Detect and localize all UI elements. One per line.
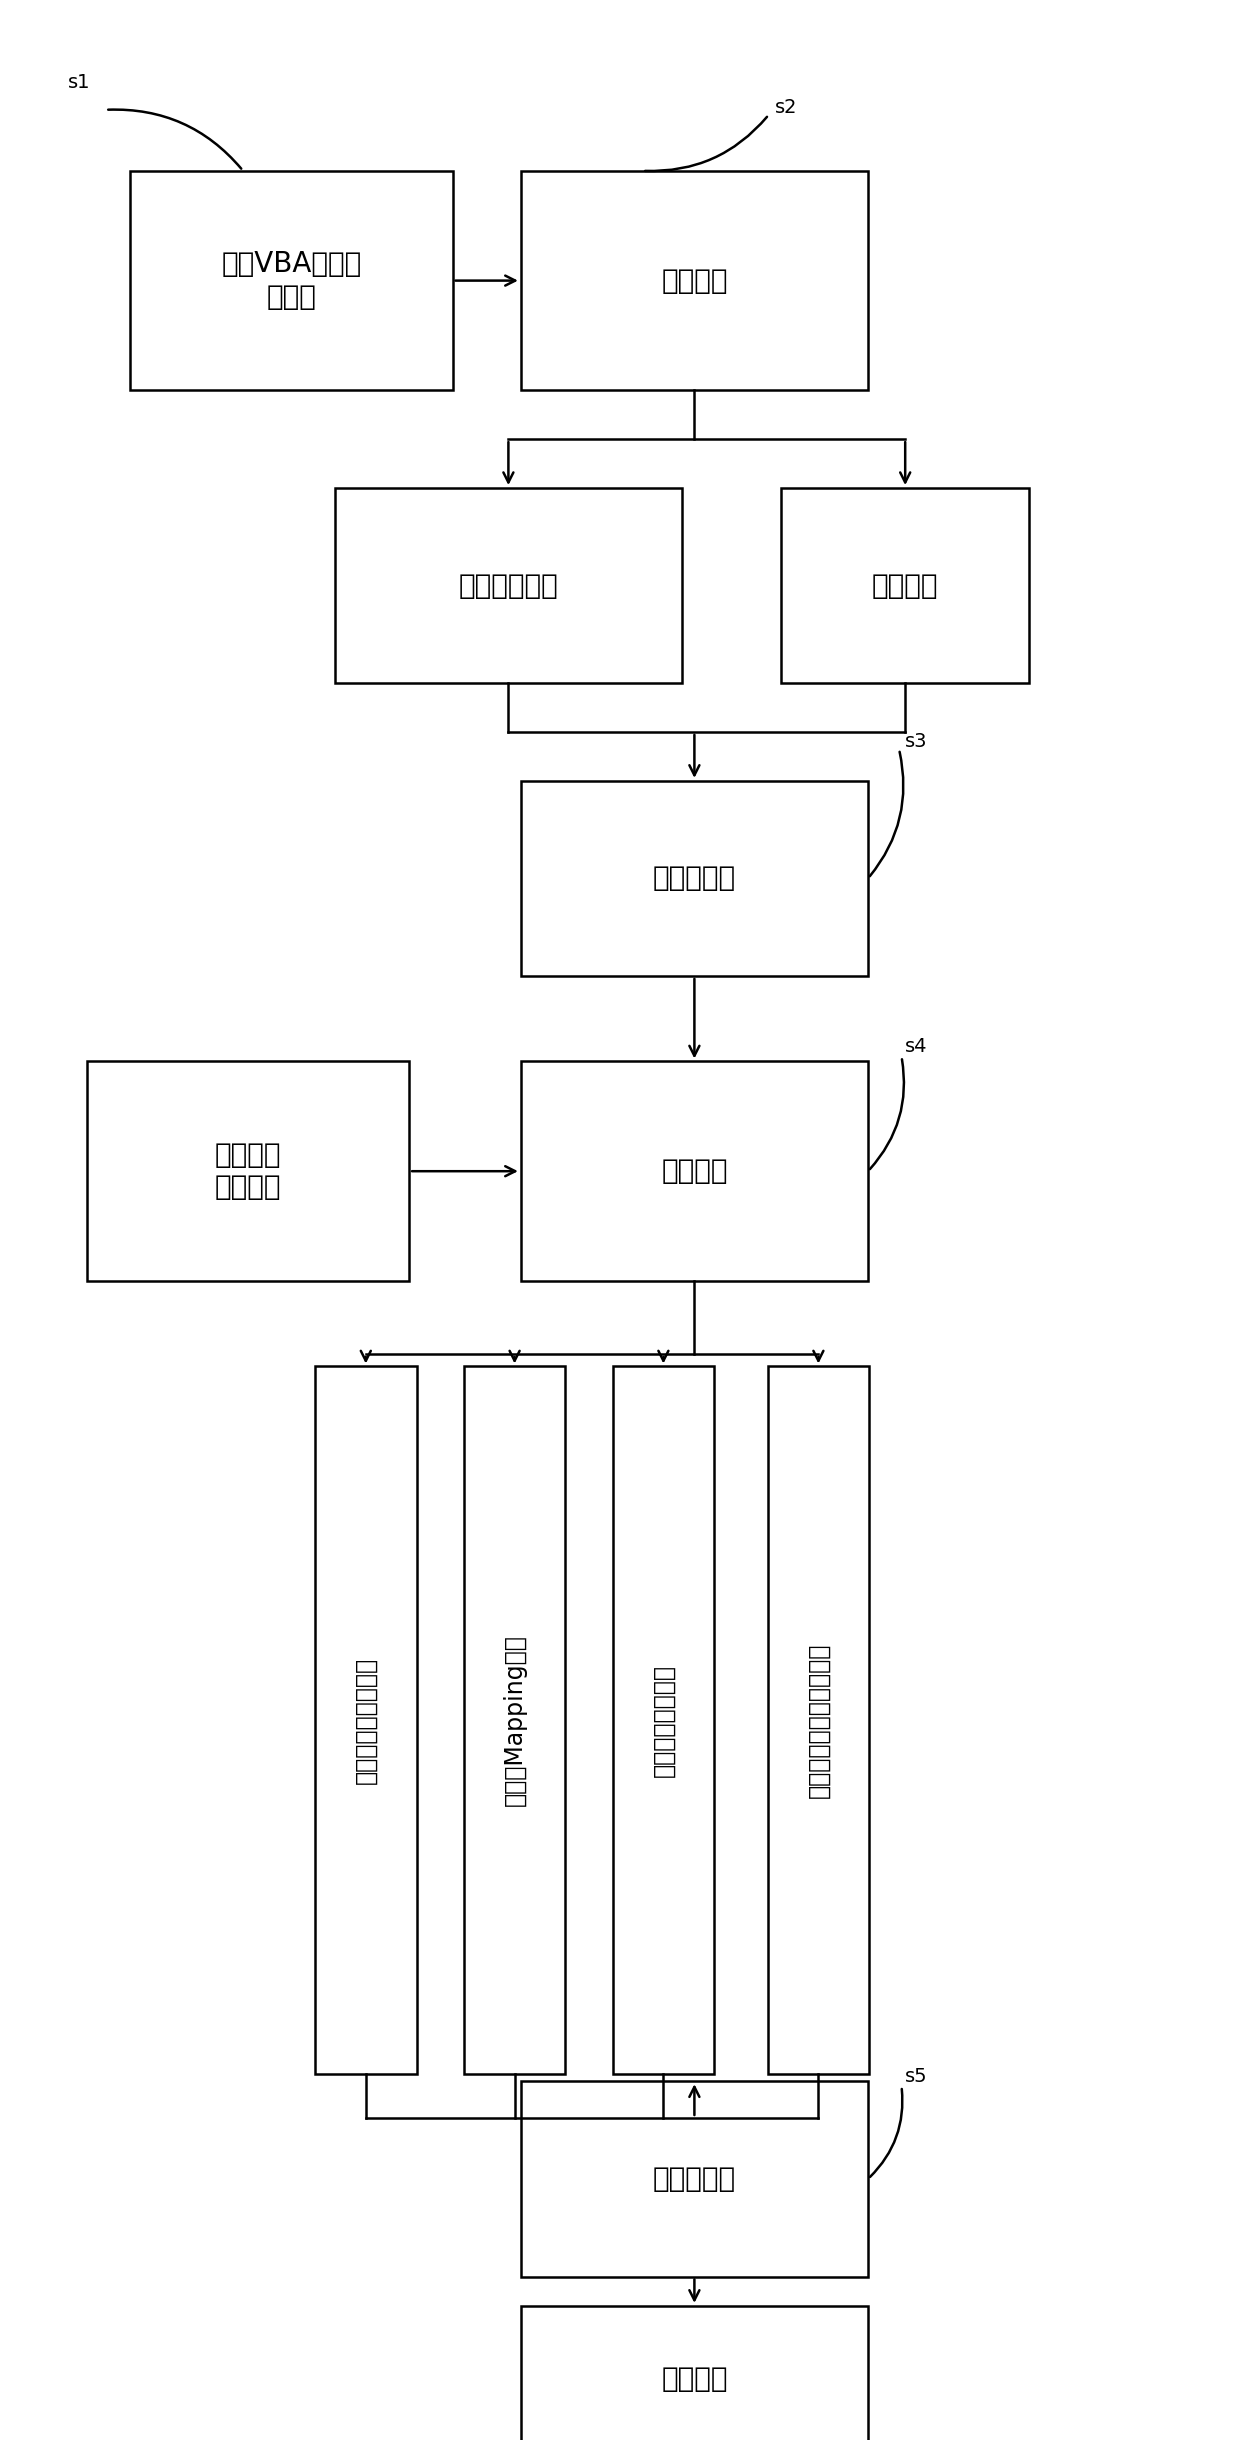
Bar: [768, 1366, 869, 2074]
Text: 数据导入: 数据导入: [661, 266, 728, 295]
Text: s1: s1: [68, 73, 91, 93]
Text: 任意分区参数－时间图像: 任意分区参数－时间图像: [806, 1642, 831, 1798]
Text: 工况循环选点图像: 工况循环选点图像: [651, 1664, 676, 1776]
Bar: [130, 171, 453, 390]
Bar: [521, 781, 868, 976]
Text: 绘制图像: 绘制图像: [661, 1157, 728, 1186]
Bar: [315, 1366, 417, 2074]
Bar: [335, 488, 682, 683]
FancyArrowPatch shape: [645, 117, 768, 171]
Bar: [613, 1366, 714, 2074]
Bar: [464, 1366, 565, 2074]
Text: 数据格式化: 数据格式化: [652, 864, 737, 893]
Bar: [521, 1061, 868, 1281]
Text: s5: s5: [905, 2067, 928, 2086]
FancyArrowPatch shape: [870, 1059, 904, 1169]
FancyArrowPatch shape: [869, 752, 904, 876]
Text: 分区数据: 分区数据: [872, 571, 939, 600]
Bar: [521, 171, 868, 390]
Text: 设置图像
起止时间: 设置图像 起止时间: [215, 1142, 281, 1200]
Text: s3: s3: [905, 732, 928, 752]
Text: 分区列Mapping图像: 分区列Mapping图像: [502, 1635, 527, 1806]
Text: 创建VBA数据处
理模块: 创建VBA数据处 理模块: [221, 251, 362, 310]
Text: 绘图完毕: 绘图完毕: [661, 2364, 728, 2394]
Bar: [521, 2306, 868, 2440]
FancyArrowPatch shape: [870, 2089, 903, 2176]
Bar: [87, 1061, 409, 1281]
Text: 图像格式化: 图像格式化: [652, 2164, 737, 2194]
Bar: [781, 488, 1029, 683]
Text: 测试平台数据: 测试平台数据: [459, 571, 558, 600]
Text: 平均参数－时间图像: 平均参数－时间图像: [353, 1657, 378, 1784]
Text: s2: s2: [775, 98, 797, 117]
FancyArrowPatch shape: [108, 110, 242, 168]
Text: s4: s4: [905, 1037, 928, 1057]
Bar: [521, 2081, 868, 2277]
